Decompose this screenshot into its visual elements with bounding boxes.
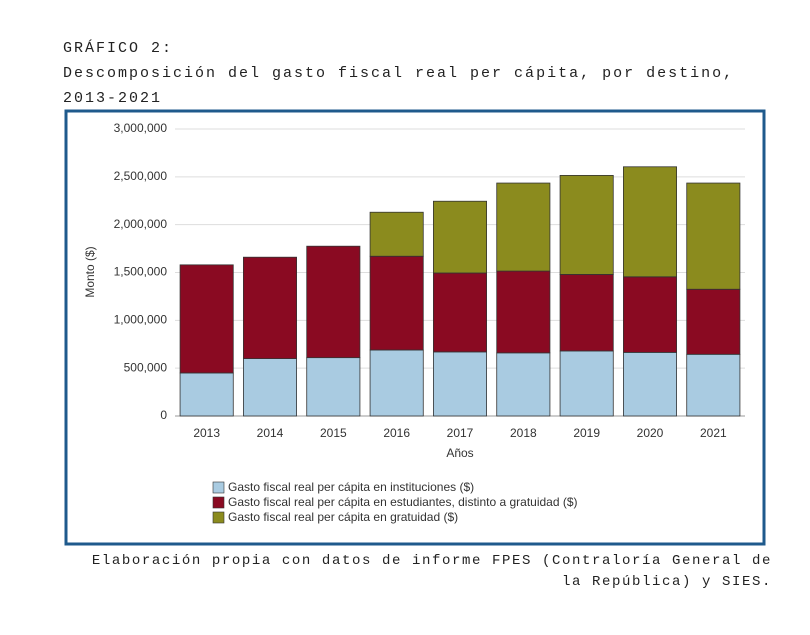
- y-axis-title: Monto ($): [83, 246, 97, 297]
- bar-segment: [432, 351, 487, 417]
- y-tick-label: 500,000: [124, 360, 168, 374]
- bar-segment: [369, 255, 424, 351]
- x-tick-label: 2019: [573, 426, 600, 440]
- y-tick-label: 1,000,000: [114, 313, 168, 327]
- x-axis-title: Años: [446, 446, 473, 460]
- bar-segment: [242, 256, 297, 359]
- legend-label: Gasto fiscal real per cápita en gratuida…: [228, 510, 458, 524]
- x-tick-label: 2017: [447, 426, 474, 440]
- bar-segment: [369, 349, 424, 417]
- bar-segment: [623, 276, 678, 353]
- bar-segment: [179, 372, 234, 417]
- y-tick-label: 2,500,000: [114, 169, 168, 183]
- chart-title: Descomposición del gasto fiscal real per…: [63, 65, 735, 107]
- bar-segment: [559, 350, 614, 417]
- bar-segment: [496, 270, 551, 354]
- bar-segment: [686, 353, 741, 417]
- x-tick-label: 2013: [193, 426, 220, 440]
- x-tick-label: 2016: [383, 426, 410, 440]
- bar-segment: [559, 274, 614, 352]
- bar-segment: [623, 351, 678, 417]
- figure-label: GRÁFICO 2:: [63, 40, 174, 57]
- bar-segment: [686, 288, 741, 355]
- bar-segment: [686, 182, 741, 290]
- legend-label: Gasto fiscal real per cápita en estudian…: [228, 495, 578, 509]
- header: GRÁFICO 2: Descomposición del gasto fisc…: [63, 36, 763, 111]
- x-tick-label: 2015: [320, 426, 347, 440]
- x-tick-label: 2018: [510, 426, 537, 440]
- y-tick-label: 1,500,000: [114, 265, 168, 279]
- bar-segment: [559, 174, 614, 275]
- y-tick-label: 3,000,000: [114, 121, 168, 135]
- frame: [64, 109, 766, 546]
- source-note: Elaboración propia con datos de informe …: [91, 553, 772, 590]
- y-tick-label: 0: [160, 408, 167, 422]
- legend-label: Gasto fiscal real per cápita en instituc…: [228, 480, 474, 494]
- bar-segment: [242, 358, 297, 417]
- bar-segment: [496, 182, 551, 272]
- bar-segment: [432, 272, 487, 353]
- x-tick-label: 2021: [700, 426, 727, 440]
- legend-swatch: [212, 511, 225, 524]
- bar-segment: [496, 352, 551, 417]
- bar-segment: [623, 166, 678, 278]
- bar-segment: [306, 357, 361, 417]
- bar-segment: [179, 264, 234, 374]
- bar-segment: [369, 211, 424, 257]
- bar-segment: [306, 245, 361, 359]
- x-tick-label: 2014: [257, 426, 284, 440]
- legend-swatch: [212, 496, 225, 509]
- bar-segment: [432, 200, 487, 274]
- y-tick-label: 2,000,000: [114, 217, 168, 231]
- legend-swatch: [212, 481, 225, 494]
- x-tick-label: 2020: [637, 426, 664, 440]
